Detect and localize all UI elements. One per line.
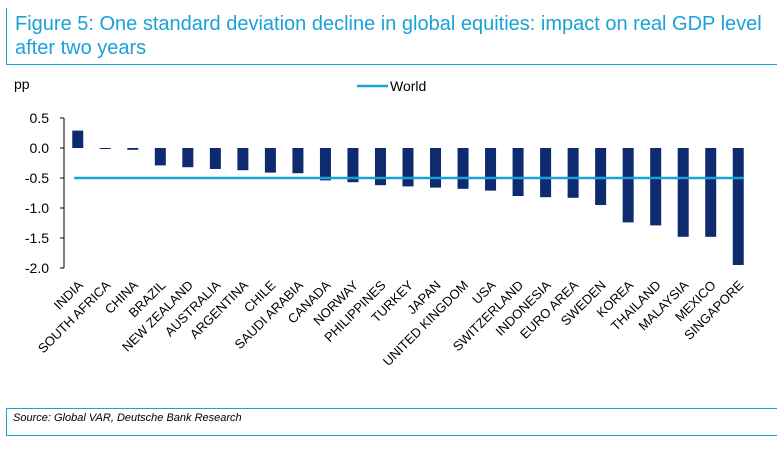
- bar-turkey: [402, 148, 414, 187]
- bar-thailand: [650, 148, 662, 226]
- y-tick-label: -1.5: [25, 230, 49, 246]
- bar-canada: [319, 148, 331, 181]
- bar-korea: [622, 148, 634, 223]
- bar-philippines: [374, 148, 386, 186]
- y-tick-label: -1.0: [25, 200, 49, 216]
- bar-china: [127, 148, 139, 150]
- y-tick-label: -2.0: [25, 260, 49, 276]
- bar-chile: [264, 148, 276, 173]
- y-axis: 0.5 0.0 -0.5 -1.0 -1.5 -2.0: [25, 110, 65, 276]
- bar-brazil: [154, 148, 166, 166]
- y-tick-label: -0.5: [25, 170, 49, 186]
- chart-title: Figure 5: One standard deviation decline…: [15, 13, 762, 59]
- bar-singapore: [732, 148, 744, 265]
- bar-south-africa: [99, 148, 111, 149]
- title-bar: Figure 5: One standard deviation decline…: [6, 8, 777, 65]
- bar-euro-area: [567, 148, 579, 198]
- y-tick-label: 0.5: [30, 110, 50, 126]
- y-axis-label: pp: [14, 76, 30, 92]
- bar-usa: [485, 148, 497, 191]
- bar-saudi-arabia: [292, 148, 304, 174]
- bar-norway: [347, 148, 359, 183]
- bar-australia: [209, 148, 221, 169]
- bar-malaysia: [677, 148, 689, 237]
- bar-united-kingdom: [457, 148, 469, 189]
- source-bar: Source: Global VAR, Deutsche Bank Resear…: [6, 408, 777, 436]
- legend-world-label: World: [390, 78, 426, 94]
- bar-mexico: [705, 148, 717, 237]
- bar-switzerland: [512, 148, 524, 196]
- y-tick-label: 0.0: [30, 140, 50, 156]
- source-note: Source: Global VAR, Deutsche Bank Resear…: [13, 412, 242, 424]
- bar-chart: pp World 0.5 0.0 -0.5 -1.0 -1.5 -2.0 INDIASOU…: [14, 76, 747, 369]
- bar-japan: [430, 148, 442, 188]
- bar-new-zealand: [182, 148, 194, 168]
- bar-india: [72, 130, 84, 148]
- bar-sweden: [595, 148, 607, 205]
- bar-indonesia: [540, 148, 552, 198]
- bars: [72, 130, 744, 265]
- legend: World: [357, 78, 426, 94]
- bar-argentina: [237, 148, 249, 171]
